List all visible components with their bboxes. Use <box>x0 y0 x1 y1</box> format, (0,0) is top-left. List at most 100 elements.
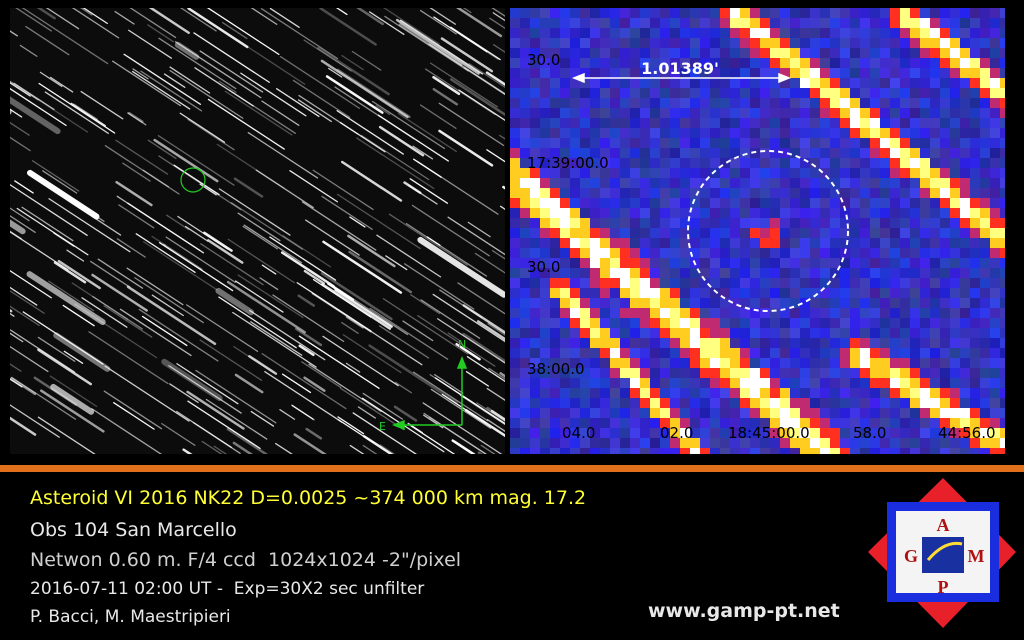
star-streak <box>10 80 39 101</box>
pixel <box>790 178 800 188</box>
pixel <box>1000 138 1005 148</box>
pixel <box>590 248 600 258</box>
pixel <box>580 358 590 368</box>
pixel <box>840 58 850 68</box>
pixel <box>950 68 960 78</box>
star-streak <box>320 59 409 119</box>
star-streak <box>383 8 440 45</box>
pixel <box>690 28 700 38</box>
pixel <box>740 408 750 418</box>
pixel <box>930 318 940 328</box>
pixel <box>840 168 850 178</box>
star-streak <box>336 110 404 155</box>
pixel <box>670 448 680 454</box>
pixel <box>690 148 700 158</box>
pixel <box>940 118 950 128</box>
pixel <box>550 368 560 378</box>
pixel <box>760 338 770 348</box>
pixel <box>560 28 570 38</box>
star-streak <box>70 102 107 127</box>
pixel <box>900 288 910 298</box>
pixel <box>510 398 520 408</box>
pixel <box>530 228 540 238</box>
pixel <box>1000 78 1005 88</box>
pixel <box>680 398 690 408</box>
pixel <box>590 228 600 238</box>
pixel <box>940 388 950 398</box>
pixel <box>770 208 780 218</box>
logo-letter: G <box>904 546 918 566</box>
pixel <box>800 368 810 378</box>
pixel <box>820 288 830 298</box>
pixel <box>680 298 690 308</box>
pixel <box>730 168 740 178</box>
pixel <box>530 428 540 438</box>
star-streak <box>412 145 434 160</box>
pixel <box>690 238 700 248</box>
pixel <box>920 428 930 438</box>
pixel <box>610 338 620 348</box>
pixel <box>950 78 960 88</box>
pixel <box>610 58 620 68</box>
pixel <box>580 268 590 278</box>
ra-label: 02.0 <box>660 424 693 442</box>
pixel <box>810 228 820 238</box>
pixel <box>790 368 800 378</box>
star-streak <box>187 8 249 49</box>
pixel <box>980 58 990 68</box>
star-streak <box>128 29 173 59</box>
star-streak <box>289 170 338 203</box>
pixel <box>560 128 570 138</box>
pixel <box>800 208 810 218</box>
pixel <box>700 218 710 228</box>
pixel <box>730 158 740 168</box>
pixel <box>690 178 700 188</box>
pixel <box>540 178 550 188</box>
pixel <box>670 178 680 188</box>
pixel <box>520 388 530 398</box>
pixel <box>830 278 840 288</box>
pixel <box>760 188 770 198</box>
pixel <box>750 328 760 338</box>
pixel <box>970 58 980 68</box>
pixel <box>890 418 900 428</box>
pixel <box>730 58 740 68</box>
pixel <box>900 248 910 258</box>
pixel <box>700 288 710 298</box>
pixel <box>560 288 570 298</box>
pixel <box>510 328 520 338</box>
pixel <box>810 188 820 198</box>
pixel <box>960 448 970 454</box>
pixel <box>730 118 740 128</box>
pixel <box>740 318 750 328</box>
pixel <box>810 48 820 58</box>
pixel <box>690 48 700 58</box>
pixel <box>590 258 600 268</box>
pixel <box>550 208 560 218</box>
pixel <box>990 368 1000 378</box>
pixel <box>590 368 600 378</box>
pixel <box>930 368 940 378</box>
pixel <box>930 228 940 238</box>
pixel <box>630 8 640 18</box>
pixel <box>930 378 940 388</box>
pixel <box>770 368 780 378</box>
pixel <box>520 118 530 128</box>
pixel <box>580 48 590 58</box>
pixel <box>830 238 840 248</box>
pixel <box>860 228 870 238</box>
pixel <box>710 348 720 358</box>
pixel <box>950 438 960 448</box>
star-streak <box>187 400 261 450</box>
pixel <box>840 298 850 308</box>
star-streak <box>279 409 296 420</box>
pixel <box>770 158 780 168</box>
pixel <box>570 238 580 248</box>
pixel <box>970 308 980 318</box>
pixel <box>650 178 660 188</box>
pixel <box>510 68 520 78</box>
star-streak <box>243 224 303 264</box>
pixel <box>670 388 680 398</box>
pixel <box>560 88 570 98</box>
pixel <box>770 68 780 78</box>
